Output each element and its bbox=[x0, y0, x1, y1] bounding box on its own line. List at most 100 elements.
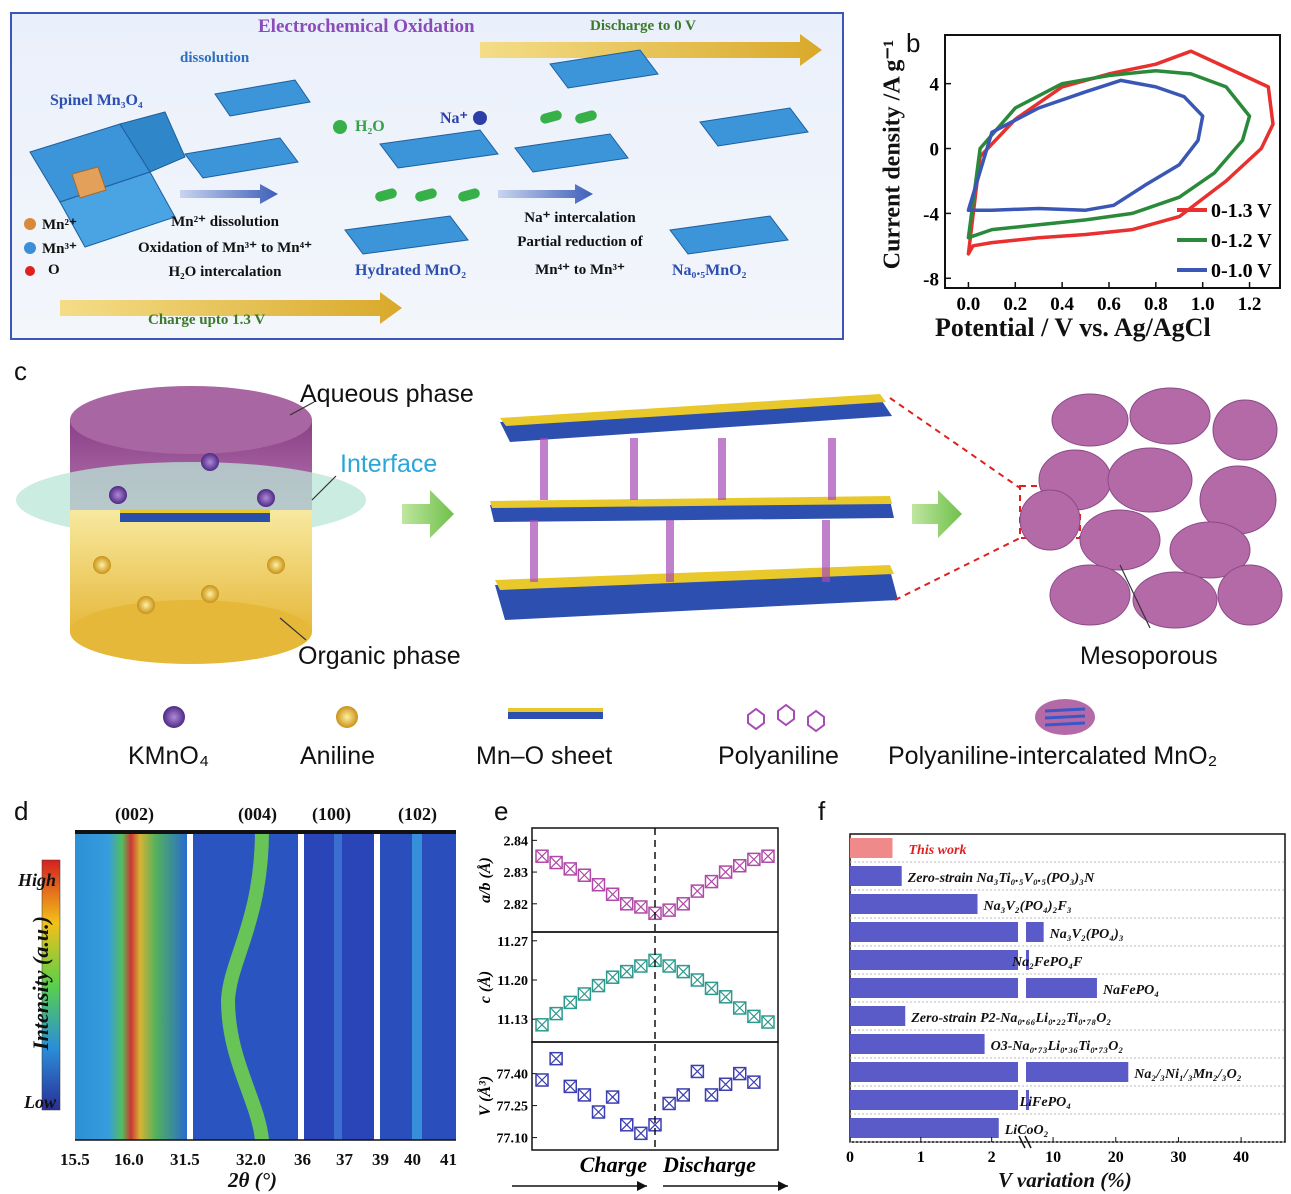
e-data-point bbox=[704, 1088, 719, 1102]
organic-phase-label: Organic phase bbox=[298, 642, 461, 670]
step2-line1: Na⁺ intercalation bbox=[524, 210, 636, 226]
e-data-point bbox=[620, 964, 634, 979]
cv-series-line bbox=[966, 49, 1275, 256]
green-arrow-1 bbox=[402, 490, 454, 538]
e-data-point bbox=[549, 1051, 563, 1066]
cv-xtick-label: 0.6 bbox=[1097, 294, 1121, 315]
cv-legend-label: 0-1.3 V bbox=[1211, 200, 1272, 222]
step1-line3: H₂O intercalation bbox=[168, 264, 282, 280]
f-bar-label: O3-Na₀.₇₃Li₀.₃₆Ti₀.₇₃O₂ bbox=[991, 1039, 1124, 1054]
panel-a-schematic bbox=[10, 12, 844, 340]
e-data-point bbox=[733, 1001, 747, 1015]
e-ylabel: a/b (Å) bbox=[476, 857, 494, 903]
two-phase-cylinder bbox=[16, 386, 366, 664]
f-axis-break bbox=[1024, 1135, 1032, 1149]
e-ytick-label: 77.10 bbox=[497, 1132, 529, 1147]
lattice-chart: 2.84 2.83 2.82 a/b (Å) 11.27 11.20 11.13c (Å) 7… bbox=[476, 827, 788, 1191]
e-data-point bbox=[704, 981, 719, 996]
aniline-icon bbox=[336, 706, 358, 728]
e-data-point bbox=[718, 1077, 733, 1092]
f-bar bbox=[850, 866, 902, 886]
d-header-100: (100) bbox=[312, 804, 351, 824]
e-data-point bbox=[577, 1088, 592, 1102]
f-bar-extension bbox=[1026, 1062, 1129, 1082]
e-data-point bbox=[718, 865, 733, 879]
f-bar bbox=[850, 894, 978, 914]
e-ytick-label: 11.20 bbox=[497, 974, 528, 989]
e-ytick-label: 11.13 bbox=[497, 1013, 528, 1028]
e-data-point bbox=[634, 1126, 648, 1141]
legend-mno-sheet: Mn–O sheet bbox=[476, 742, 613, 770]
discharge-arrow bbox=[480, 34, 822, 66]
e-data-point bbox=[690, 973, 705, 987]
f-bar-label: LiFePO₄ bbox=[1019, 1095, 1072, 1110]
e-data-point bbox=[563, 995, 577, 1010]
e-data-point bbox=[549, 1006, 563, 1021]
e-data-point bbox=[747, 1009, 761, 1024]
dissolution-label: dissolution bbox=[180, 50, 250, 66]
panel-a-title: Electrochemical Oxidation bbox=[258, 16, 475, 37]
e-data-point bbox=[676, 964, 690, 979]
e-data-point bbox=[733, 858, 747, 873]
interface-label: Interface bbox=[340, 450, 438, 478]
e-data-point bbox=[676, 1088, 690, 1102]
e-data-point bbox=[747, 852, 761, 867]
d-xtick-2: 31.5 bbox=[170, 1150, 200, 1169]
f-bar bbox=[850, 1090, 1018, 1110]
f-bar bbox=[850, 1034, 985, 1054]
cv-xtick-label: 0.0 bbox=[957, 294, 981, 315]
step2-line3: Mn⁴⁺ to Mn³⁺ bbox=[535, 262, 625, 278]
cv-ytick-label: 0 bbox=[930, 140, 940, 161]
colorbar-title: Intensity (a.u.) bbox=[28, 916, 53, 1050]
step2-line2: Partial reduction of bbox=[517, 234, 643, 250]
e-charge-label: Charge bbox=[580, 1152, 647, 1177]
mesoporous-cluster bbox=[1019, 387, 1283, 629]
f-bar bbox=[850, 1006, 906, 1026]
e-data-point bbox=[563, 862, 577, 876]
e-data-point bbox=[549, 855, 563, 870]
e-ytick-label: 77.25 bbox=[497, 1100, 529, 1115]
f-bar bbox=[850, 1118, 999, 1138]
na-intercalation-sheets bbox=[514, 49, 659, 173]
cv-xtick-label: 1.2 bbox=[1238, 294, 1262, 315]
e-data-point bbox=[620, 1118, 634, 1132]
e-discharge-arrowhead bbox=[778, 1181, 788, 1191]
f-bar-label: Na₃V₂(PO₄)₃ bbox=[1049, 927, 1124, 942]
e-data-point bbox=[662, 1096, 676, 1111]
cv-xlabel: Potential / V vs. Ag/AgCl bbox=[935, 313, 1211, 342]
e-data-point bbox=[634, 959, 648, 973]
kmno4-icon bbox=[163, 706, 185, 728]
f-xtick-label: 0 bbox=[846, 1149, 854, 1166]
colorbar-low: Low bbox=[24, 1092, 57, 1112]
volume-variation-chart: This work Zero-strain Na₃Ti₀.₅V₀.₅(PO₃)₃N… bbox=[846, 833, 1286, 1166]
f-bar-label: Na₃V₂(PO₄)₂F₃ bbox=[983, 899, 1072, 914]
d-xtick-5: 37 bbox=[336, 1150, 353, 1169]
e-ytick-label: 77.40 bbox=[497, 1068, 529, 1083]
cv-legend-label: 0-1.2 V bbox=[1211, 230, 1272, 252]
d-xtick-6: 39 bbox=[372, 1150, 389, 1169]
f-xtick-label: 10 bbox=[1045, 1149, 1061, 1166]
e-data-point bbox=[605, 887, 620, 902]
e-subplot-frame bbox=[531, 1041, 779, 1151]
f-axis-break bbox=[1018, 1135, 1026, 1149]
f-xtick-label: 40 bbox=[1233, 1149, 1249, 1166]
f-bar-extension bbox=[1026, 978, 1097, 998]
cv-ytick-label: -8 bbox=[923, 269, 939, 290]
step1-line2: Oxidation of Mn³⁺ to Mn⁴⁺ bbox=[137, 240, 312, 256]
cv-legend-label: 0-1.0 V bbox=[1211, 260, 1272, 282]
e-data-point bbox=[605, 970, 620, 984]
cv-ylabel: Current density /A g⁻¹ bbox=[879, 39, 906, 270]
cv-xtick-label: 1.0 bbox=[1191, 294, 1215, 315]
legend-aniline: Aniline bbox=[300, 742, 376, 770]
cv-ytick-label: 4 bbox=[930, 75, 940, 96]
e-data-point bbox=[747, 1075, 761, 1089]
product-sheets bbox=[669, 107, 809, 255]
layered-structure bbox=[490, 394, 898, 620]
d-header-004: (004) bbox=[238, 804, 277, 824]
d-header-002: (002) bbox=[115, 804, 154, 824]
mn-o-sheet-icon bbox=[508, 708, 603, 719]
e-charge-arrowhead bbox=[637, 1181, 647, 1191]
d-xtick-0: 15.5 bbox=[60, 1150, 90, 1169]
f-bar-label: Na₂FePO₄F bbox=[1011, 955, 1083, 970]
polyaniline-icon bbox=[747, 703, 825, 733]
